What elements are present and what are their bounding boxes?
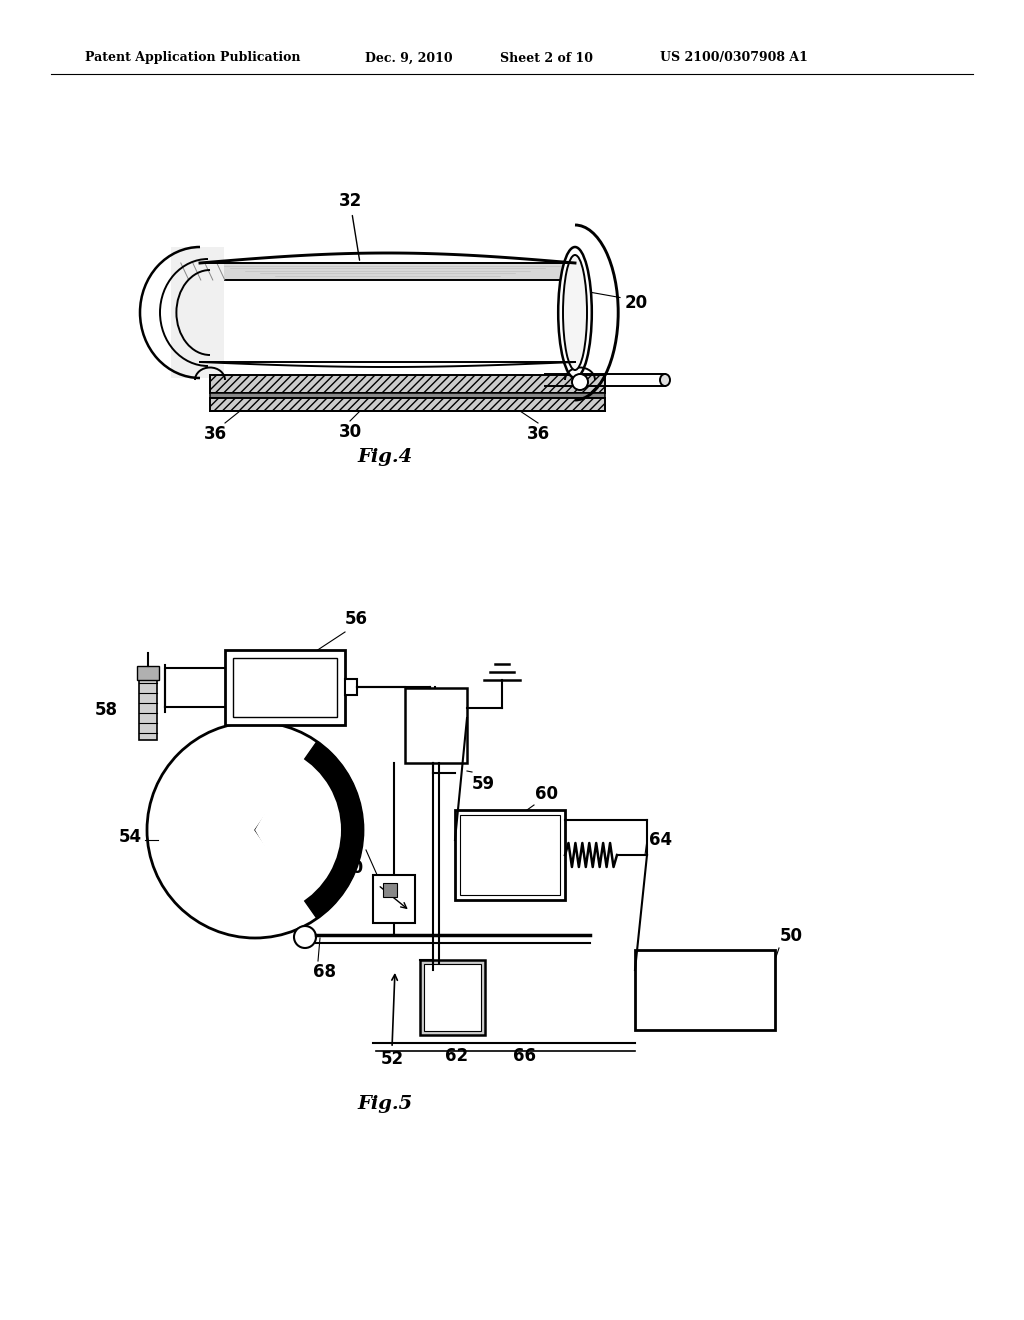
FancyBboxPatch shape bbox=[383, 883, 397, 898]
Polygon shape bbox=[171, 247, 224, 378]
Text: 59: 59 bbox=[472, 775, 496, 793]
Text: Sheet 2 of 10: Sheet 2 of 10 bbox=[500, 51, 593, 65]
Text: 62: 62 bbox=[445, 1047, 469, 1065]
Text: 54: 54 bbox=[119, 828, 142, 846]
Text: 56: 56 bbox=[345, 610, 368, 628]
FancyBboxPatch shape bbox=[373, 875, 415, 923]
FancyBboxPatch shape bbox=[137, 667, 159, 680]
Text: Fig.4: Fig.4 bbox=[357, 447, 413, 466]
Text: 68: 68 bbox=[313, 964, 336, 981]
FancyBboxPatch shape bbox=[345, 678, 357, 696]
Ellipse shape bbox=[558, 247, 592, 378]
Text: US 2100/0307908 A1: US 2100/0307908 A1 bbox=[660, 51, 808, 65]
Text: 32: 32 bbox=[338, 191, 361, 260]
Polygon shape bbox=[210, 393, 605, 399]
Text: 64: 64 bbox=[649, 832, 672, 849]
Polygon shape bbox=[200, 263, 575, 280]
Ellipse shape bbox=[660, 374, 670, 385]
Text: Patent Application Publication: Patent Application Publication bbox=[85, 51, 300, 65]
Text: 36: 36 bbox=[204, 425, 226, 444]
FancyBboxPatch shape bbox=[455, 810, 565, 900]
Text: 70: 70 bbox=[341, 859, 364, 876]
Ellipse shape bbox=[563, 255, 587, 370]
FancyBboxPatch shape bbox=[406, 688, 467, 763]
Text: 52: 52 bbox=[381, 1049, 403, 1068]
Text: 20: 20 bbox=[625, 293, 648, 312]
Wedge shape bbox=[255, 742, 362, 919]
Text: 60: 60 bbox=[535, 785, 558, 803]
FancyBboxPatch shape bbox=[635, 950, 775, 1030]
Text: 66: 66 bbox=[513, 1047, 537, 1065]
Circle shape bbox=[147, 722, 362, 939]
Text: Fig.5: Fig.5 bbox=[357, 1096, 413, 1113]
Polygon shape bbox=[210, 399, 605, 411]
Circle shape bbox=[572, 374, 588, 389]
Circle shape bbox=[294, 927, 316, 948]
Text: 30: 30 bbox=[339, 422, 361, 441]
FancyBboxPatch shape bbox=[139, 668, 157, 741]
Text: 50: 50 bbox=[780, 927, 803, 945]
Polygon shape bbox=[200, 263, 575, 362]
Text: 36: 36 bbox=[526, 425, 550, 444]
Polygon shape bbox=[210, 375, 605, 393]
Wedge shape bbox=[255, 755, 341, 904]
FancyBboxPatch shape bbox=[424, 964, 481, 1031]
FancyBboxPatch shape bbox=[460, 814, 560, 895]
FancyBboxPatch shape bbox=[225, 649, 345, 725]
Text: Dec. 9, 2010: Dec. 9, 2010 bbox=[365, 51, 453, 65]
Text: 72: 72 bbox=[341, 834, 364, 851]
FancyBboxPatch shape bbox=[233, 657, 337, 717]
Text: 58: 58 bbox=[95, 701, 118, 719]
FancyBboxPatch shape bbox=[420, 960, 485, 1035]
